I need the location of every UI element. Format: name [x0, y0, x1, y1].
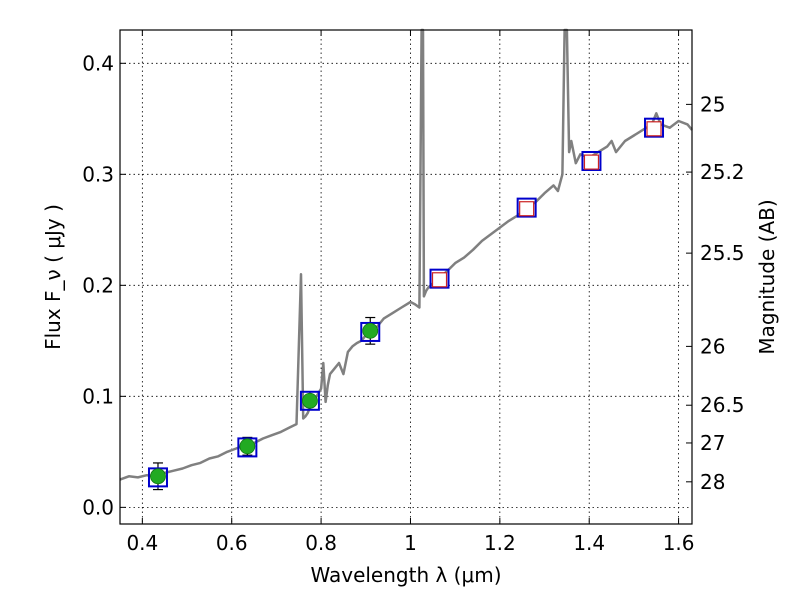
plot-frame: [119, 29, 693, 525]
axes: 0.4 0.6 0.8 1 1.2 1.4 1.6 0.0 0.1 0.2 0.3 0.4 25 25.2…: [82, 30, 745, 555]
y-tick-label: 0.1: [82, 384, 114, 408]
y-tick-label: 0.4: [82, 51, 114, 75]
y-tick-label: 0.0: [82, 495, 114, 519]
observed-point: [150, 468, 166, 485]
observed-point: [239, 438, 256, 455]
model-square-inner: [646, 121, 662, 137]
right-tick-label: 25.5: [700, 241, 745, 265]
observed-point: [362, 322, 379, 339]
spectrum-series: [119, 28, 693, 481]
y-axis-label: Flux F_ν ( μJy ): [41, 204, 65, 350]
y-tick-label: 0.2: [82, 273, 114, 297]
x-tick-label: 0.8: [305, 531, 337, 555]
right-tick-label: 25.2: [700, 160, 745, 184]
model-square: [429, 268, 450, 289]
right-tick-label: 28: [700, 470, 725, 494]
x-axis-label: Wavelength λ (μm): [310, 563, 501, 587]
model-square: [581, 150, 602, 171]
x-tick-label: 1.2: [484, 531, 516, 555]
model-square-inner: [519, 201, 535, 217]
x-tick-label: 1.4: [573, 531, 605, 555]
right-tick-label: 25: [700, 92, 725, 116]
y-tick-label: 0.3: [82, 162, 114, 186]
model-square: [516, 197, 537, 218]
x-tick-label: 0.6: [216, 531, 248, 555]
model-square: [299, 390, 320, 411]
x-tick-label: 1: [404, 531, 417, 555]
right-axis-label: Magnitude (AB): [755, 199, 779, 354]
model-square-inner: [431, 272, 448, 288]
spectrum-line: [119, 28, 693, 481]
photometry-markers: [147, 117, 665, 491]
right-tick-label: 26: [700, 334, 725, 358]
observed-point: [302, 392, 318, 409]
model-square-inner: [583, 154, 600, 170]
x-tick-label: 1.6: [663, 531, 695, 555]
x-tick-label: 0.4: [126, 531, 158, 555]
right-tick-label: 26.5: [700, 393, 745, 417]
grid: [120, 30, 692, 524]
right-tick-label: 27: [700, 431, 725, 455]
model-square: [644, 117, 665, 138]
